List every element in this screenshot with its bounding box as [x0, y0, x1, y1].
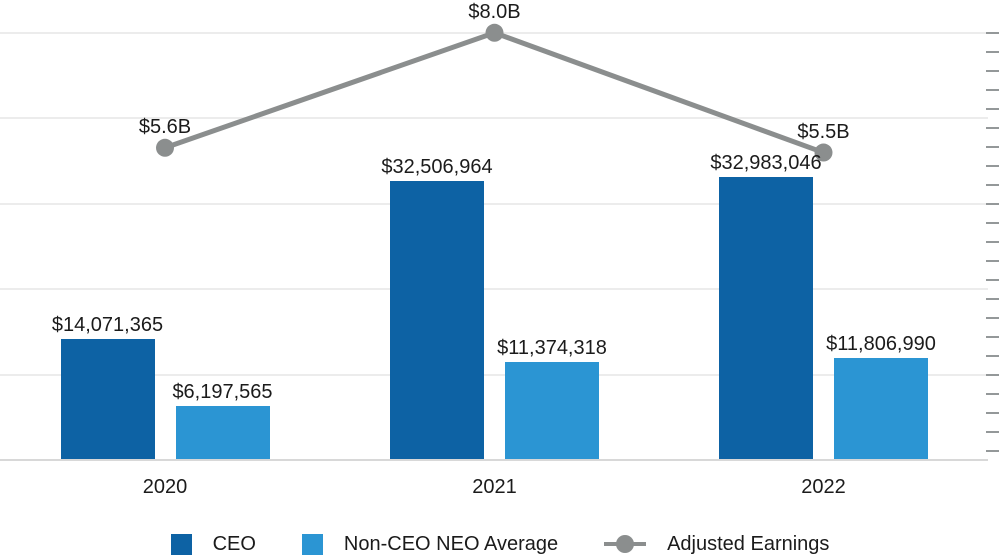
legend-label-adjusted-earnings: Adjusted Earnings [667, 533, 830, 555]
right-axis-tick [986, 89, 999, 91]
right-axis-tick [986, 241, 999, 243]
legend-item-ceo: CEO [170, 533, 256, 555]
line-marker-icon [604, 535, 647, 553]
gridline [0, 373, 988, 376]
right-axis-tick [986, 279, 999, 281]
gridline [0, 202, 988, 205]
x-axis-line [0, 459, 988, 461]
bar-label-ceo-2022: $32,983,046 [710, 152, 822, 175]
ceo-swatch [170, 533, 192, 555]
right-axis-tick [986, 70, 999, 72]
bar-label-non-ceo-2020: $6,197,565 [172, 381, 273, 404]
right-axis-tick [986, 317, 999, 319]
right-axis-tick [986, 165, 999, 167]
legend-label-non-ceo: Non-CEO NEO Average [343, 533, 559, 555]
right-axis-tick [986, 184, 999, 186]
adjusted-earnings-line [164, 30, 825, 155]
right-axis-tick [986, 222, 999, 224]
bar-non-ceo-2021 [505, 361, 599, 459]
right-axis-tick [986, 298, 999, 300]
right-axis-tick [986, 108, 999, 110]
bar-label-non-ceo-2022: $11,806,990 [826, 333, 936, 356]
bar-label-non-ceo-2021: $11,374,318 [497, 336, 607, 359]
legend: CEO Non-CEO NEO Average Adjusted Earning… [0, 530, 1000, 558]
legend-item-non-ceo: Non-CEO NEO Average [301, 533, 559, 555]
right-axis-tick [986, 336, 999, 338]
right-axis-tick [986, 412, 999, 414]
right-axis-tick [986, 393, 999, 395]
right-axis-tick [986, 355, 999, 357]
non-ceo-swatch [301, 533, 323, 555]
bar-ceo-2022 [719, 177, 813, 459]
right-axis-tick [986, 127, 999, 129]
bar-ceo-2020 [60, 338, 155, 459]
bar-non-ceo-2022 [834, 358, 928, 459]
right-axis-tick [986, 260, 999, 262]
bar-non-ceo-2020 [175, 406, 270, 459]
x-axis-label-2022: 2022 [801, 476, 846, 498]
gridline [0, 32, 988, 34]
line-label-2022: $5.5B [797, 120, 850, 143]
line-label-2020: $5.6B [138, 115, 192, 138]
right-axis-tick [986, 431, 999, 433]
legend-label-ceo: CEO [212, 533, 256, 555]
line-marker-2020 [156, 138, 174, 157]
line-label-2021: $8.0B [468, 0, 521, 23]
gridline [0, 288, 988, 291]
right-axis-tick [986, 32, 999, 34]
x-axis-label-2020: 2020 [142, 476, 188, 498]
right-axis-tick [986, 450, 999, 452]
right-axis-tick [986, 51, 999, 53]
right-axis-tick [986, 374, 999, 376]
bar-label-ceo-2020: $14,071,365 [51, 313, 164, 336]
right-axis-tick [986, 146, 999, 148]
right-axis-tick [986, 203, 999, 205]
bar-ceo-2021 [390, 181, 484, 459]
x-axis-label-2021: 2021 [472, 476, 517, 498]
legend-item-adjusted-earnings: Adjusted Earnings [604, 533, 829, 555]
bar-label-ceo-2021: $32,506,964 [381, 156, 493, 179]
